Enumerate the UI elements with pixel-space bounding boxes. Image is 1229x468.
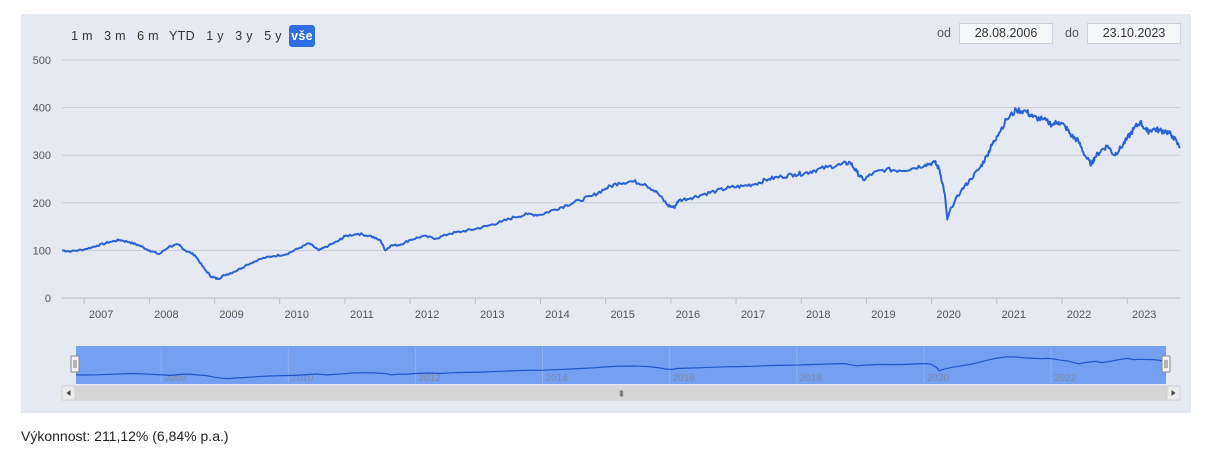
navigator-tick-label: 2018: [800, 373, 823, 384]
x-tick-label: 2008: [154, 309, 178, 321]
scrollbar-grip: III: [619, 390, 623, 399]
x-tick-label: 2016: [676, 309, 700, 321]
navigator-right-handle[interactable]: [1161, 355, 1171, 373]
range-button-1m[interactable]: 1 m: [71, 29, 93, 43]
scrollbar-left-arrow[interactable]: [61, 385, 76, 401]
y-tick-label: 200: [33, 198, 51, 210]
y-tick-label: 400: [33, 103, 51, 115]
navigator-series-line: [75, 356, 1167, 380]
x-tick-label: 2018: [806, 309, 830, 321]
x-tick-label: 2017: [741, 309, 765, 321]
navigator-tick-label: 2020: [927, 373, 950, 384]
x-tick-label: 2013: [480, 309, 504, 321]
y-tick-label: 0: [45, 293, 51, 305]
range-button-3m[interactable]: 3 m: [104, 29, 126, 43]
x-axis-ticks: 2007 2008 2009 2010 2011 2012 2013 2014 2015 2016…: [83, 298, 1156, 321]
range-button-1y[interactable]: 1 y: [206, 29, 224, 43]
y-axis-ticks: 0 100 200 300 400 500: [33, 55, 51, 305]
scrollbar-thumb[interactable]: [75, 386, 1167, 400]
to-date-label: do: [1065, 26, 1079, 40]
x-tick-label: 2021: [1002, 309, 1026, 321]
navigator-selected-range[interactable]: [76, 346, 1166, 384]
grid-lines: [62, 59, 1180, 299]
range-button-6m[interactable]: 6 m: [137, 29, 159, 43]
y-tick-label: 500: [33, 55, 51, 67]
y-tick-label: 100: [33, 245, 51, 257]
range-button-3y[interactable]: 3 y: [235, 29, 253, 43]
x-tick-label: 2014: [545, 309, 569, 321]
x-tick-label: 2007: [89, 309, 113, 321]
x-tick-label: 2022: [1067, 309, 1091, 321]
navigator-tick-label: 2014: [546, 373, 569, 384]
range-button-all[interactable]: vše: [289, 25, 315, 47]
price-series-line: [61, 107, 1181, 281]
range-button-ytd[interactable]: YTD: [169, 29, 195, 43]
navigator-tick-label: 2008: [164, 373, 187, 384]
x-tick-label: 2019: [871, 309, 895, 321]
from-date-label: od: [937, 26, 951, 40]
x-tick-label: 2012: [415, 309, 439, 321]
range-button-5y[interactable]: 5 y: [264, 29, 282, 43]
x-tick-label: 2009: [219, 309, 243, 321]
x-tick-label: 2010: [284, 309, 308, 321]
navigator-x-ticks: 2008 2010 2012 2014 2016 2018 2020 2022: [160, 347, 1077, 384]
x-tick-label: 2020: [936, 309, 960, 321]
to-date-input[interactable]: 23.10.2023: [1087, 23, 1181, 44]
x-tick-label: 2011: [350, 309, 374, 321]
navigator-tick-label: 2012: [418, 373, 441, 384]
scrollbar-right-arrow[interactable]: [1166, 385, 1181, 401]
performance-text: Výkonnost: 211,12% (6,84% p.a.): [21, 428, 229, 444]
y-tick-label: 300: [33, 150, 51, 162]
x-tick-label: 2015: [610, 309, 634, 321]
navigator-tick-label: 2022: [1054, 373, 1077, 384]
chart-svg: 0 100 200 300 400 500 2007 2008 2009 2010 2011 201…: [33, 55, 1181, 401]
navigator-tick-label: 2010: [291, 373, 314, 384]
from-date-input[interactable]: 28.08.2006: [959, 23, 1053, 44]
x-tick-label: 2023: [1132, 309, 1156, 321]
navigator-left-handle[interactable]: [70, 355, 80, 373]
chart-panel: 1 m 3 m 6 m YTD 1 y 3 y 5 y vše od 28.08…: [21, 14, 1191, 413]
navigator-tick-label: 2016: [673, 373, 696, 384]
